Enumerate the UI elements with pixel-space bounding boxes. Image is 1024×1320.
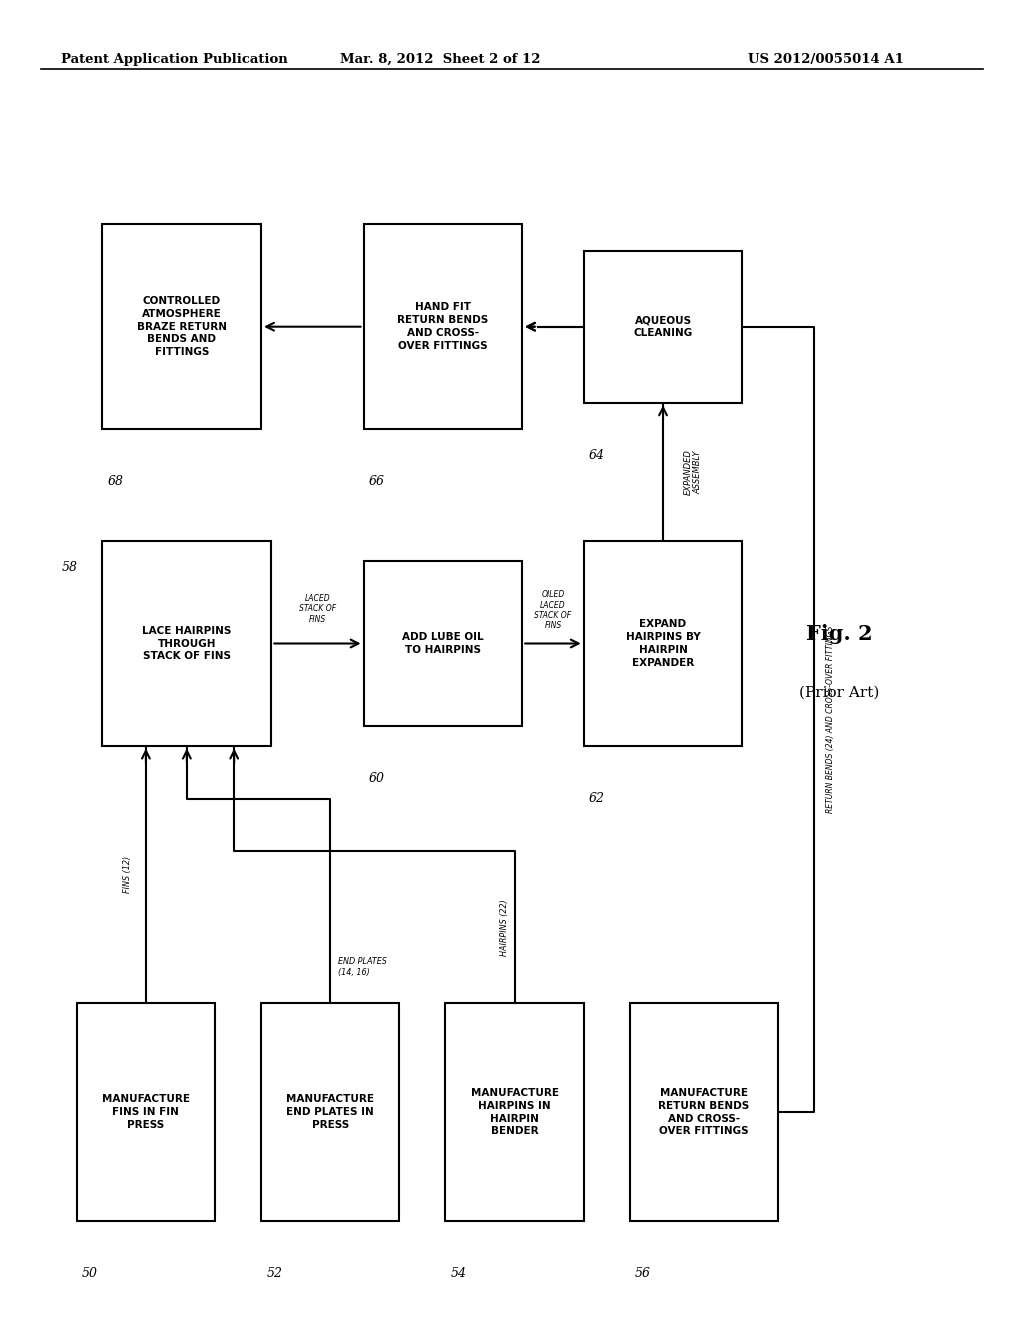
FancyBboxPatch shape: [102, 224, 261, 429]
FancyBboxPatch shape: [445, 1003, 584, 1221]
FancyBboxPatch shape: [584, 541, 742, 746]
Text: END PLATES
(14, 16): END PLATES (14, 16): [338, 957, 387, 977]
Text: HAND FIT
RETURN BENDS
AND CROSS-
OVER FITTINGS: HAND FIT RETURN BENDS AND CROSS- OVER FI…: [397, 302, 488, 351]
Text: CONTROLLED
ATMOSPHERE
BRAZE RETURN
BENDS AND
FITTINGS: CONTROLLED ATMOSPHERE BRAZE RETURN BENDS…: [137, 296, 226, 358]
FancyBboxPatch shape: [364, 561, 522, 726]
FancyBboxPatch shape: [261, 1003, 399, 1221]
Text: MANUFACTURE
RETURN BENDS
AND CROSS-
OVER FITTINGS: MANUFACTURE RETURN BENDS AND CROSS- OVER…: [658, 1088, 750, 1137]
Text: 62: 62: [589, 792, 605, 805]
Text: 64: 64: [589, 449, 605, 462]
FancyBboxPatch shape: [584, 251, 742, 403]
Text: 66: 66: [369, 475, 385, 488]
Text: Patent Application Publication: Patent Application Publication: [61, 53, 288, 66]
Text: 52: 52: [266, 1267, 283, 1280]
FancyBboxPatch shape: [77, 1003, 215, 1221]
Text: HAIRPINS (22): HAIRPINS (22): [500, 899, 509, 956]
FancyBboxPatch shape: [630, 1003, 778, 1221]
Text: 56: 56: [635, 1267, 651, 1280]
FancyBboxPatch shape: [364, 224, 522, 429]
Text: US 2012/0055014 A1: US 2012/0055014 A1: [748, 53, 903, 66]
Text: ADD LUBE OIL
TO HAIRPINS: ADD LUBE OIL TO HAIRPINS: [402, 632, 483, 655]
Text: MANUFACTURE
FINS IN FIN
PRESS: MANUFACTURE FINS IN FIN PRESS: [102, 1094, 189, 1130]
Text: LACED
STACK OF
FINS: LACED STACK OF FINS: [299, 594, 336, 624]
Text: AQUEOUS
CLEANING: AQUEOUS CLEANING: [634, 315, 692, 338]
FancyBboxPatch shape: [102, 541, 271, 746]
Text: OILED
LACED
STACK OF
FINS: OILED LACED STACK OF FINS: [535, 590, 571, 631]
Text: LACE HAIRPINS
THROUGH
STACK OF FINS: LACE HAIRPINS THROUGH STACK OF FINS: [142, 626, 231, 661]
Text: RETURN BENDS (24) AND CROSS-OVER FITTINGS: RETURN BENDS (24) AND CROSS-OVER FITTING…: [826, 626, 836, 813]
Text: EXPAND
HAIRPINS BY
HAIRPIN
EXPANDER: EXPAND HAIRPINS BY HAIRPIN EXPANDER: [626, 619, 700, 668]
Text: Fig. 2: Fig. 2: [806, 623, 873, 644]
Text: 54: 54: [451, 1267, 467, 1280]
Text: 60: 60: [369, 772, 385, 785]
Text: 58: 58: [61, 561, 78, 574]
Text: FINS (12): FINS (12): [123, 855, 132, 894]
Text: Mar. 8, 2012  Sheet 2 of 12: Mar. 8, 2012 Sheet 2 of 12: [340, 53, 541, 66]
Text: EXPANDED
ASSEMBLY: EXPANDED ASSEMBLY: [684, 449, 702, 495]
Text: MANUFACTURE
HAIRPINS IN
HAIRPIN
BENDER: MANUFACTURE HAIRPINS IN HAIRPIN BENDER: [471, 1088, 558, 1137]
Text: (Prior Art): (Prior Art): [800, 686, 880, 700]
Text: 50: 50: [82, 1267, 98, 1280]
Text: 68: 68: [108, 475, 124, 488]
Text: MANUFACTURE
END PLATES IN
PRESS: MANUFACTURE END PLATES IN PRESS: [287, 1094, 374, 1130]
